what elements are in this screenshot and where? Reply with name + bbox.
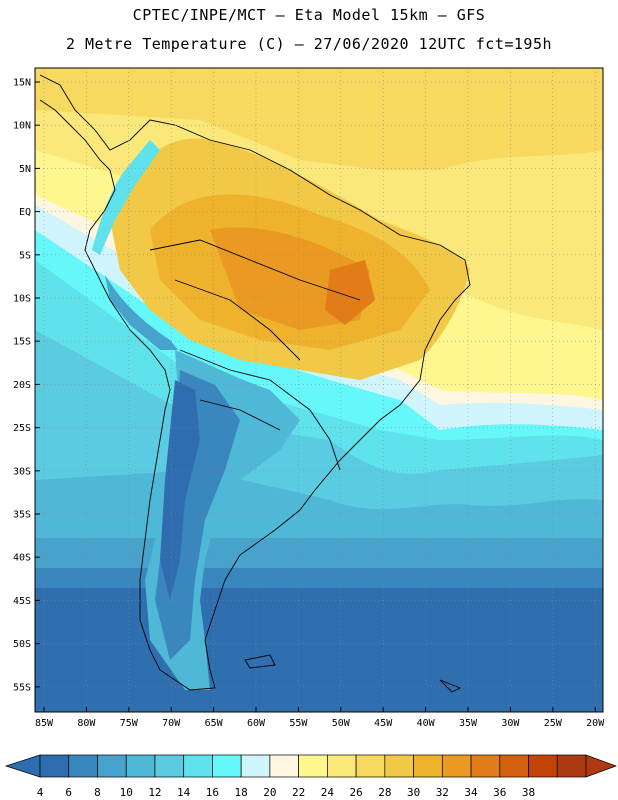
colorbar-swatch [240, 754, 271, 778]
colorbar-label: 30 [407, 786, 420, 799]
lon-tick-label: 20W [586, 718, 605, 729]
continent-outline [39, 74, 471, 693]
colorbar-label: 38 [522, 786, 535, 799]
lon-tick-label: 50W [332, 718, 351, 729]
colorbar-swatch [355, 754, 386, 778]
lat-tick-label: 5N [19, 164, 31, 175]
colorbar-label: 22 [292, 786, 305, 799]
colorbar-label: 26 [349, 786, 362, 799]
colorbar-swatch [528, 754, 558, 778]
colorbar-swatch [212, 754, 242, 778]
colorbar-swatch [413, 754, 443, 778]
colorbar-label: 24 [321, 786, 335, 799]
colorbar-swatch [39, 754, 70, 778]
lat-tick-label: 20S [13, 380, 31, 391]
colorbar-swatch [470, 754, 501, 778]
colorbar-label: 18 [235, 786, 248, 799]
colorbar-right-arrow [585, 754, 618, 778]
lon-tick-label: 65W [205, 718, 224, 729]
lon-tick-label: 70W [162, 718, 181, 729]
colorbar-swatch [125, 754, 156, 778]
lat-tick-label: 15S [13, 337, 31, 348]
lat-tick-label: 45S [13, 596, 31, 607]
colorbar-swatch [327, 754, 357, 778]
colorbar-label: 20 [263, 786, 276, 799]
lat-tick-label: 35S [13, 510, 31, 521]
colorbar-label: 4 [37, 786, 44, 799]
lon-tick-label: 45W [374, 718, 393, 729]
lon-tick-label: 85W [35, 718, 54, 729]
temperature-field [35, 68, 603, 712]
colorbar-label: 16 [206, 786, 219, 799]
colorbar-left-arrow [4, 754, 41, 778]
map-frame [34, 67, 604, 713]
lon-tick-label: 60W [247, 718, 266, 729]
lon-tick-label: 25W [544, 718, 563, 729]
colorbar-swatch [384, 754, 414, 778]
latitude-axis: 15N 10N 5N EQ 5S 10S 15S 20S 25S 30S 35S 40S 45S 50S 5… [13, 78, 40, 693]
lat-tick-label: 40S [13, 553, 31, 564]
colorbar-swatch [68, 754, 98, 778]
lat-tick-label: 25S [13, 423, 31, 434]
lon-tick-label: 35W [459, 718, 478, 729]
colorbar-label: 36 [493, 786, 506, 799]
colorbar-swatch [499, 754, 529, 778]
lat-tick-label: 10N [13, 121, 31, 132]
grid-lines [35, 68, 603, 712]
colorbar-swatch [154, 754, 185, 778]
lat-tick-label: 30S [13, 466, 31, 477]
colorbar-label: 12 [148, 786, 161, 799]
colorbar-label: 8 [94, 786, 101, 799]
longitude-axis: 85W 80W 75W 70W 65W 60W 55W 50W 45W 40W 35W 30W 25W 2… [35, 707, 605, 729]
lat-tick-label: 5S [19, 250, 31, 261]
colorbar-swatch [441, 754, 472, 778]
colorbar-label: 10 [120, 786, 133, 799]
lat-tick-label: 15N [13, 78, 31, 89]
colorbar-label: 6 [65, 786, 72, 799]
lat-tick-label: EQ [19, 207, 31, 218]
lon-tick-label: 30W [501, 718, 520, 729]
colorbar-label: 28 [378, 786, 391, 799]
lon-tick-label: 80W [77, 718, 96, 729]
lat-tick-label: 50S [13, 639, 31, 650]
lat-tick-label: 55S [13, 682, 31, 693]
colorbar-label: 14 [177, 786, 191, 799]
title-line-2: 2 Metre Temperature (C) – 27/06/2020 12U… [65, 35, 553, 53]
lon-tick-label: 40W [417, 718, 436, 729]
title-line-1: CPTEC/INPE/MCT – Eta Model 15km – GFS [132, 6, 486, 24]
colorbar: 4 6 8 10 12 14 16 18 20 22 24 26 28 30 32 34 36 38 [4, 754, 618, 799]
colorbar-swatch [97, 754, 127, 778]
colorbar-label: 32 [436, 786, 449, 799]
colorbar-swatch [183, 754, 213, 778]
colorbar-swatch [298, 754, 328, 778]
colorbar-label: 34 [464, 786, 478, 799]
lat-tick-label: 10S [13, 294, 31, 305]
colorbar-swatch [556, 754, 587, 778]
lon-tick-label: 55W [289, 718, 308, 729]
colorbar-swatch [269, 754, 299, 778]
lon-tick-label: 75W [120, 718, 139, 729]
